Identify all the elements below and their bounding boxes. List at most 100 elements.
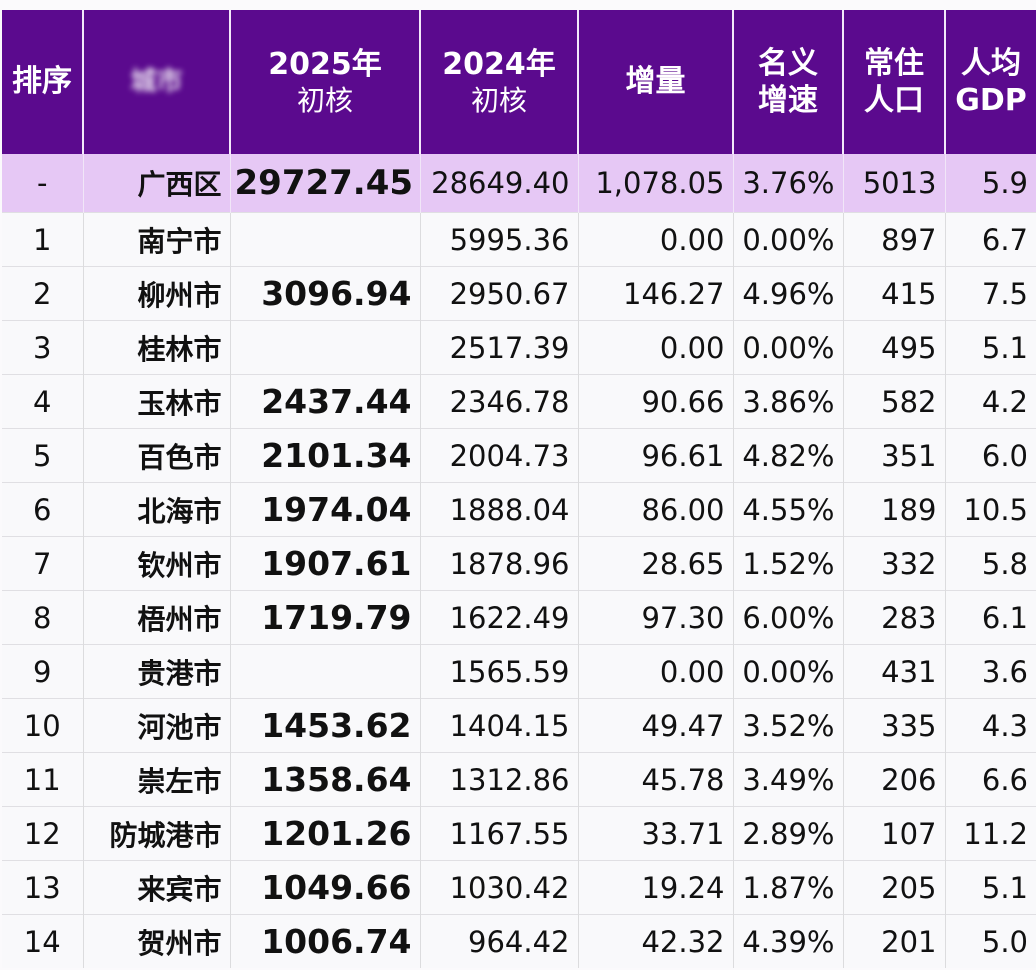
cell-rank: 4 xyxy=(2,374,83,429)
cell-growth: 3.49% xyxy=(732,752,843,807)
header-population-line2: 人口 xyxy=(864,83,924,118)
cell-percapita: 5.9 xyxy=(944,154,1036,213)
cell-percapita: 11.2 xyxy=(944,806,1036,861)
header-gdp2025-year: 2025年 xyxy=(268,46,382,82)
header-gdp2024-year: 2024年 xyxy=(442,46,556,82)
cell-city: 梧州市 xyxy=(82,590,230,645)
cell-rank: 7 xyxy=(2,536,83,591)
cell-growth: 0.00% xyxy=(732,644,843,699)
cell-population: 335 xyxy=(842,698,945,753)
cell-percapita: 6.7 xyxy=(944,212,1036,267)
table-row: 3 桂林市 2517.39 0.00 0.00% 495 5.1 xyxy=(2,320,1036,375)
cell-population: 201 xyxy=(842,914,945,968)
cell-percapita: 5.1 xyxy=(944,860,1036,915)
cell-population: 5013 xyxy=(842,154,945,213)
cell-gdp2025 xyxy=(229,644,420,699)
cell-growth: 6.00% xyxy=(732,590,843,645)
cell-growth: 2.89% xyxy=(732,806,843,861)
cell-gdp2024: 1030.42 xyxy=(419,860,578,915)
table-row: 14 贺州市 1006.74 964.42 42.32 4.39% 201 5.0 xyxy=(2,914,1036,968)
cell-city: 来宾市 xyxy=(82,860,230,915)
cell-gdp2024: 1167.55 xyxy=(419,806,578,861)
cell-rank: 13 xyxy=(2,860,83,915)
cell-growth: 0.00% xyxy=(732,212,843,267)
cell-population: 206 xyxy=(842,752,945,807)
cell-rank: 11 xyxy=(2,752,83,807)
table-row: 13 来宾市 1049.66 1030.42 19.24 1.87% 205 5.1 xyxy=(2,860,1036,915)
cell-gdp2025: 1006.74 xyxy=(229,914,420,968)
cell-rank: 2 xyxy=(2,266,83,321)
cell-city: 北海市 xyxy=(82,482,230,537)
cell-rank: 10 xyxy=(2,698,83,753)
gdp-table-container: 排序 城市 2025年 初核 2024年 初核 增量 名义 xyxy=(2,10,1036,968)
table-row: 2 柳州市 3096.94 2950.67 146.27 4.96% 415 7.5 xyxy=(2,266,1036,321)
header-growth-line2: 增速 xyxy=(758,83,818,118)
header-increase: 增量 xyxy=(577,10,733,154)
cell-population: 283 xyxy=(842,590,945,645)
cell-increase: 1,078.05 xyxy=(577,154,733,213)
cell-gdp2025: 1201.26 xyxy=(229,806,420,861)
cell-gdp2024: 5995.36 xyxy=(419,212,578,267)
cell-gdp2024: 1888.04 xyxy=(419,482,578,537)
cell-city: 玉林市 xyxy=(82,374,230,429)
cell-percapita: 6.6 xyxy=(944,752,1036,807)
cell-population: 431 xyxy=(842,644,945,699)
table-row: 1 南宁市 5995.36 0.00 0.00% 897 6.7 xyxy=(2,212,1036,267)
table-row: 8 梧州市 1719.79 1622.49 97.30 6.00% 283 6.1 xyxy=(2,590,1036,645)
header-row: 排序 城市 2025年 初核 2024年 初核 增量 名义 xyxy=(2,10,1036,154)
cell-growth: 3.52% xyxy=(732,698,843,753)
cell-rank: 6 xyxy=(2,482,83,537)
table-row: 5 百色市 2101.34 2004.73 96.61 4.82% 351 6.0 xyxy=(2,428,1036,483)
cell-growth: 1.52% xyxy=(732,536,843,591)
cell-gdp2024: 1565.59 xyxy=(419,644,578,699)
cell-increase: 86.00 xyxy=(577,482,733,537)
cell-percapita: 5.8 xyxy=(944,536,1036,591)
cell-rank: 3 xyxy=(2,320,83,375)
cell-gdp2024: 964.42 xyxy=(419,914,578,968)
cell-increase: 45.78 xyxy=(577,752,733,807)
header-percapita: 人均 GDP xyxy=(944,10,1036,154)
cell-growth: 4.82% xyxy=(732,428,843,483)
cell-growth: 4.39% xyxy=(732,914,843,968)
header-growth: 名义 增速 xyxy=(732,10,843,154)
cell-population: 582 xyxy=(842,374,945,429)
cell-city: 贵港市 xyxy=(82,644,230,699)
cell-rank: 9 xyxy=(2,644,83,699)
cell-increase: 49.47 xyxy=(577,698,733,753)
cell-growth: 3.76% xyxy=(732,154,843,213)
cell-increase: 0.00 xyxy=(577,212,733,267)
cell-city: 百色市 xyxy=(82,428,230,483)
cell-increase: 0.00 xyxy=(577,644,733,699)
header-gdp2024-sub: 初核 xyxy=(470,84,527,118)
cell-population: 351 xyxy=(842,428,945,483)
cell-city: 贺州市 xyxy=(82,914,230,968)
cell-gdp2025 xyxy=(229,320,420,375)
cell-city: 河池市 xyxy=(82,698,230,753)
cell-gdp2024: 1878.96 xyxy=(419,536,578,591)
cell-increase: 28.65 xyxy=(577,536,733,591)
cell-population: 189 xyxy=(842,482,945,537)
cell-gdp2025: 1907.61 xyxy=(229,536,420,591)
cell-percapita: 10.5 xyxy=(944,482,1036,537)
cell-gdp2025: 1358.64 xyxy=(229,752,420,807)
cell-rank: - xyxy=(2,154,83,213)
cell-gdp2024: 1404.15 xyxy=(419,698,578,753)
table-row: 6 北海市 1974.04 1888.04 86.00 4.55% 189 10.5 xyxy=(2,482,1036,537)
cell-city: 柳州市 xyxy=(82,266,230,321)
cell-gdp2024: 2346.78 xyxy=(419,374,578,429)
cell-percapita: 5.0 xyxy=(944,914,1036,968)
cell-increase: 96.61 xyxy=(577,428,733,483)
cell-gdp2025: 29727.45 xyxy=(229,154,420,213)
cell-population: 332 xyxy=(842,536,945,591)
cell-city: 防城港市 xyxy=(82,806,230,861)
summary-row: - 广西区 29727.45 28649.40 1,078.05 3.76% 5… xyxy=(2,154,1036,213)
header-percapita-line1: 人均 xyxy=(961,45,1021,81)
table-body: - 广西区 29727.45 28649.40 1,078.05 3.76% 5… xyxy=(2,154,1036,968)
header-rank-label: 排序 xyxy=(12,64,72,100)
header-gdp2025: 2025年 初核 xyxy=(229,10,420,154)
cell-gdp2024: 2950.67 xyxy=(419,266,578,321)
cell-increase: 19.24 xyxy=(577,860,733,915)
cell-increase: 90.66 xyxy=(577,374,733,429)
cell-growth: 1.87% xyxy=(732,860,843,915)
cell-population: 897 xyxy=(842,212,945,267)
